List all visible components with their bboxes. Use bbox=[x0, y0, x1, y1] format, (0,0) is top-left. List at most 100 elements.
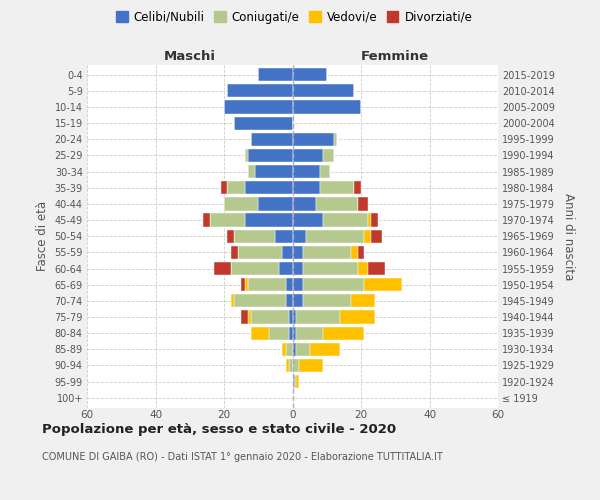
Bar bbox=[234, 116, 293, 130]
Bar bbox=[293, 246, 303, 259]
Bar bbox=[234, 294, 286, 308]
Bar bbox=[293, 68, 327, 82]
Bar bbox=[358, 198, 368, 210]
Bar bbox=[227, 230, 234, 243]
Bar bbox=[293, 84, 354, 98]
Bar bbox=[269, 326, 289, 340]
Bar bbox=[351, 294, 375, 308]
Bar bbox=[351, 246, 358, 259]
Bar bbox=[371, 214, 378, 226]
Bar bbox=[289, 310, 293, 324]
Bar bbox=[334, 132, 337, 146]
Bar bbox=[245, 149, 248, 162]
Bar bbox=[286, 359, 289, 372]
Bar bbox=[227, 84, 293, 98]
Bar bbox=[364, 278, 402, 291]
Bar bbox=[340, 310, 375, 324]
Bar bbox=[296, 326, 323, 340]
Bar bbox=[323, 149, 334, 162]
Bar bbox=[248, 278, 286, 291]
Bar bbox=[323, 214, 368, 226]
Bar bbox=[289, 359, 293, 372]
Bar bbox=[358, 262, 368, 275]
Bar bbox=[227, 181, 245, 194]
Bar bbox=[231, 246, 238, 259]
Bar bbox=[258, 68, 293, 82]
Bar bbox=[286, 342, 293, 356]
Bar bbox=[296, 375, 299, 388]
Bar bbox=[303, 294, 351, 308]
Bar bbox=[293, 278, 303, 291]
Bar bbox=[293, 342, 296, 356]
Bar bbox=[364, 230, 371, 243]
Bar bbox=[275, 230, 293, 243]
Bar bbox=[241, 310, 248, 324]
Bar bbox=[251, 132, 293, 146]
Bar bbox=[251, 310, 289, 324]
Bar bbox=[320, 165, 330, 178]
Text: Popolazione per età, sesso e stato civile - 2020: Popolazione per età, sesso e stato civil… bbox=[42, 422, 396, 436]
Bar bbox=[251, 326, 269, 340]
Bar bbox=[279, 262, 293, 275]
Bar bbox=[286, 294, 293, 308]
Bar bbox=[231, 262, 279, 275]
Bar bbox=[368, 262, 385, 275]
Bar bbox=[289, 326, 293, 340]
Bar bbox=[296, 342, 310, 356]
Bar bbox=[231, 294, 234, 308]
Bar bbox=[286, 278, 293, 291]
Bar bbox=[248, 149, 293, 162]
Bar bbox=[245, 278, 248, 291]
Bar bbox=[293, 198, 316, 210]
Bar bbox=[245, 181, 293, 194]
Bar bbox=[282, 342, 286, 356]
Bar bbox=[214, 262, 231, 275]
Bar bbox=[368, 214, 371, 226]
Bar bbox=[306, 230, 364, 243]
Text: Maschi: Maschi bbox=[164, 50, 216, 64]
Bar bbox=[224, 198, 258, 210]
Bar bbox=[258, 198, 293, 210]
Bar bbox=[293, 214, 323, 226]
Bar bbox=[293, 149, 323, 162]
Bar bbox=[221, 181, 227, 194]
Bar bbox=[293, 181, 320, 194]
Bar bbox=[296, 310, 340, 324]
Bar bbox=[241, 278, 245, 291]
Bar bbox=[293, 359, 299, 372]
Bar bbox=[203, 214, 211, 226]
Bar bbox=[316, 198, 358, 210]
Y-axis label: Fasce di età: Fasce di età bbox=[36, 201, 49, 272]
Bar bbox=[248, 165, 255, 178]
Bar bbox=[224, 100, 293, 114]
Bar bbox=[354, 181, 361, 194]
Bar bbox=[282, 246, 293, 259]
Legend: Celibi/Nubili, Coniugati/e, Vedovi/e, Divorziati/e: Celibi/Nubili, Coniugati/e, Vedovi/e, Di… bbox=[111, 6, 477, 28]
Bar bbox=[303, 278, 364, 291]
Bar bbox=[245, 214, 293, 226]
Bar bbox=[293, 262, 303, 275]
Bar bbox=[238, 246, 282, 259]
Bar bbox=[310, 342, 340, 356]
Bar bbox=[293, 100, 361, 114]
Bar bbox=[211, 214, 245, 226]
Bar bbox=[303, 262, 358, 275]
Bar bbox=[323, 326, 364, 340]
Bar bbox=[293, 375, 296, 388]
Bar bbox=[371, 230, 382, 243]
Bar bbox=[293, 165, 320, 178]
Bar bbox=[293, 326, 296, 340]
Bar bbox=[293, 230, 306, 243]
Bar bbox=[299, 359, 323, 372]
Bar bbox=[293, 132, 334, 146]
Y-axis label: Anni di nascita: Anni di nascita bbox=[562, 192, 575, 280]
Bar bbox=[293, 310, 296, 324]
Bar bbox=[234, 230, 275, 243]
Bar bbox=[303, 246, 351, 259]
Bar bbox=[293, 294, 303, 308]
Bar bbox=[358, 246, 364, 259]
Text: COMUNE DI GAIBA (RO) - Dati ISTAT 1° gennaio 2020 - Elaborazione TUTTITALIA.IT: COMUNE DI GAIBA (RO) - Dati ISTAT 1° gen… bbox=[42, 452, 443, 462]
Bar bbox=[255, 165, 293, 178]
Bar bbox=[248, 310, 251, 324]
Bar bbox=[320, 181, 354, 194]
